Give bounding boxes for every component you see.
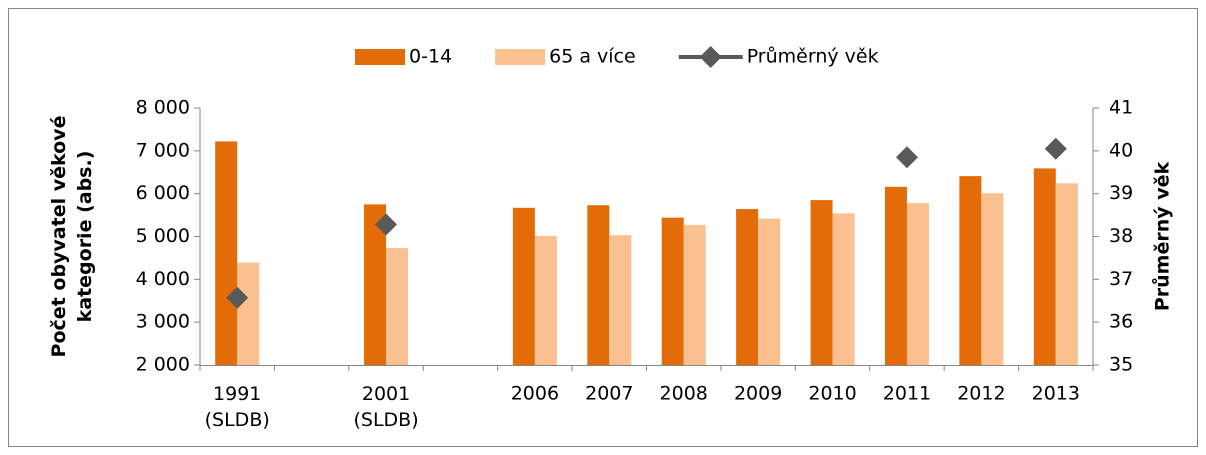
bar: [906, 203, 929, 365]
bar: [512, 207, 535, 365]
x-tick-label: 2006: [511, 383, 559, 405]
y2-tick-label: 39: [1109, 182, 1133, 204]
y-tick-label: 2 000: [136, 354, 190, 376]
line-marker: [226, 286, 249, 309]
bar: [609, 235, 632, 365]
bar: [1055, 183, 1078, 365]
bar: [959, 176, 982, 365]
y2-tick-label: 41: [1109, 97, 1133, 119]
bar: [237, 262, 260, 365]
bar: [534, 236, 557, 365]
line-marker: [895, 146, 918, 169]
legend-swatch: [495, 49, 546, 65]
y2-axis-title: Průměrný věk: [1151, 161, 1174, 311]
bar: [832, 213, 855, 365]
bar: [215, 141, 238, 365]
bar: [810, 200, 833, 365]
x-tick-label: 2012: [957, 383, 1005, 405]
x-tick-label: 2011: [883, 383, 931, 405]
bar: [884, 186, 907, 365]
x-tick-label: 2009: [734, 383, 782, 405]
y-axis-title: Počet obyvatel věkové kategorie (abs.): [48, 116, 96, 358]
bar: [386, 248, 409, 365]
line-marker: [1044, 137, 1067, 160]
line-marker: [375, 213, 398, 236]
x-tick-label: 2007: [585, 383, 633, 405]
legend-marker: [699, 46, 722, 68]
legend-label: Průměrný věk: [747, 46, 879, 68]
y2-tick-label: 36: [1109, 311, 1133, 333]
y-tick-label: 3 000: [136, 311, 190, 333]
y-tick-label: 5 000: [136, 225, 190, 247]
bar: [736, 209, 759, 365]
bar: [587, 205, 610, 365]
bar: [364, 204, 387, 365]
y-tick-label: 7 000: [136, 139, 190, 161]
bar: [661, 217, 684, 365]
legend-label: 65 a více: [549, 46, 636, 68]
legend-swatch: [355, 49, 405, 65]
x-tick-label: 2008: [660, 383, 708, 405]
y2-tick-label: 35: [1109, 354, 1133, 376]
y-tick-label: 6 000: [136, 182, 190, 204]
y2-tick-label: 38: [1109, 225, 1133, 247]
x-tick-label: 1991 (SLDB): [205, 383, 270, 431]
bar: [683, 224, 706, 365]
legend-label: 0-14: [409, 46, 452, 68]
x-tick-label: 2010: [808, 383, 856, 405]
x-tick-label: 2013: [1032, 383, 1080, 405]
bar: [1033, 168, 1056, 365]
y-tick-label: 4 000: [136, 268, 190, 290]
y-tick-label: 8 000: [136, 97, 190, 119]
x-tick-label: 2001 (SLDB): [353, 383, 418, 431]
y2-tick-label: 37: [1109, 268, 1133, 290]
bar: [758, 218, 781, 365]
y2-tick-label: 40: [1109, 139, 1133, 161]
bar: [981, 193, 1004, 365]
